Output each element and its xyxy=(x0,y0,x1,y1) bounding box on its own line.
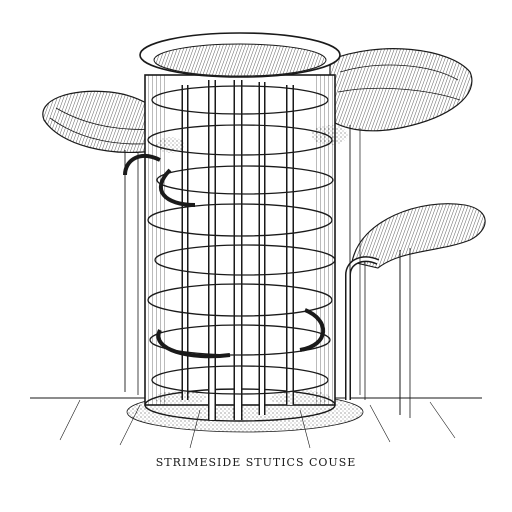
spiral-pipes xyxy=(123,85,336,395)
right-canopy xyxy=(329,48,473,132)
foliage xyxy=(154,125,348,406)
illustration-caption: STRIMESIDE STUTICS COUSE xyxy=(155,456,357,469)
side-canopy xyxy=(345,203,486,418)
vertical-pipes xyxy=(181,80,294,420)
hanging-cables xyxy=(124,125,361,395)
